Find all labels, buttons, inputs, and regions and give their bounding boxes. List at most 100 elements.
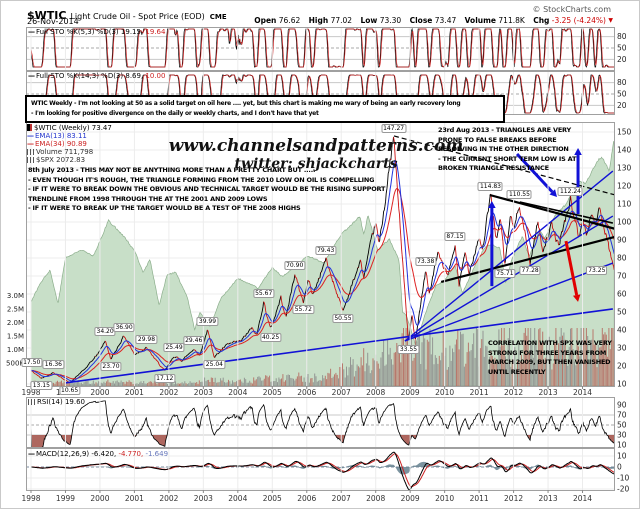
svg-text:-20: -20 (617, 485, 629, 494)
source-credit[interactable]: © StockCharts.com (532, 5, 611, 14)
svg-text:2011: 2011 (470, 494, 489, 503)
svg-text:10: 10 (617, 441, 627, 450)
volume-label: Volume (464, 16, 497, 25)
open-label: Open (254, 16, 277, 25)
chg-value: -3.25 (-4.24%) (551, 16, 606, 25)
close-label: Close (409, 16, 433, 25)
svg-text:1.0M: 1.0M (7, 346, 24, 354)
legend-spx: $SPX 2072.83 (27, 156, 85, 164)
svg-text:2008: 2008 (366, 388, 385, 397)
ohlc-row: Open 76.62 High 77.02 Low 73.30 Close 73… (248, 16, 613, 25)
svg-text:2013: 2013 (539, 388, 558, 397)
price-label: 114.83 (477, 182, 503, 192)
svg-text:1999: 1999 (56, 494, 75, 503)
sto1-label: Full STO %K(5,3) %D(3) (36, 28, 119, 36)
sto2-label-row: —Full STO %K(14,3) %D(3) 8.69, 10.00 (28, 72, 165, 80)
svg-text:90: 90 (617, 236, 627, 245)
svg-text:3.0M: 3.0M (7, 292, 24, 300)
svg-text:2011: 2011 (470, 388, 489, 397)
candlestick-icon (27, 124, 32, 131)
macd-label: MACD(12,26,9) (36, 450, 90, 458)
sto2-k-value: 8.69, (125, 72, 144, 80)
sto2-d-value: 10.00 (145, 72, 166, 80)
volume-value: 711.8K (498, 16, 525, 25)
legend-wtic: $WTIC (Weekly) 73.47 (27, 124, 112, 132)
legend-ema34: —EMA(34) 90.89 (27, 140, 87, 148)
svg-text:2004: 2004 (228, 494, 247, 503)
price-label: 40.25 (259, 332, 282, 342)
svg-text:50: 50 (617, 421, 627, 430)
price-label: 79.43 (315, 246, 337, 256)
svg-text:2000: 2000 (90, 494, 109, 503)
legend-spx-label: $SPX 2072.83 (36, 156, 86, 164)
svg-text:70: 70 (617, 272, 627, 281)
annotation-correlation: CORRELATION WITH SPX WAS VERY STRONG FOR… (488, 339, 612, 376)
svg-text:2005: 2005 (263, 494, 282, 503)
svg-text:2014: 2014 (573, 494, 592, 503)
svg-text:2012: 2012 (504, 494, 523, 503)
sto1-d-value: 19.64 (145, 28, 166, 36)
legend-ema13-label: EMA(13) 83.11 (35, 132, 87, 140)
svg-text:70: 70 (617, 411, 627, 420)
watermark-twitter: twitter: shjackcharts (234, 156, 398, 172)
price-label: 55.67 (253, 288, 275, 298)
price-label: 75.71 (494, 268, 516, 278)
low-label: Low (360, 16, 378, 25)
annotation-aug2013: 23rd Aug 2013 - TRIANGLES ARE VERY PRONE… (438, 126, 577, 173)
legend-volume: Volume 711,798 (27, 148, 93, 156)
svg-text:2013: 2013 (539, 494, 558, 503)
price-label: 73.25 (586, 266, 608, 276)
svg-text:140: 140 (617, 146, 632, 155)
svg-text:2009: 2009 (401, 388, 420, 397)
histogram-icon (27, 149, 34, 155)
sto1-k-value: 19.15, (120, 28, 144, 36)
line-swatch-icon: — (28, 28, 35, 36)
price-label: 73.38 (415, 256, 437, 266)
svg-text:2012: 2012 (504, 388, 523, 397)
sto2-label: Full STO %K(14,3) %D(3) (36, 72, 124, 80)
price-label: 36.90 (113, 322, 135, 332)
svg-text:2001: 2001 (125, 494, 144, 503)
price-label: 25.04 (203, 359, 225, 369)
svg-text:80: 80 (617, 78, 627, 87)
svg-text:110: 110 (617, 200, 632, 209)
price-label: 29.98 (135, 335, 158, 345)
price-label: 34.20 (94, 327, 116, 337)
svg-text:90: 90 (617, 401, 627, 410)
svg-text:30: 30 (617, 344, 627, 353)
legend-ema13: —EMA(13) 83.11 (27, 132, 87, 140)
high-value: 77.02 (330, 16, 353, 25)
svg-text:2001: 2001 (125, 388, 144, 397)
svg-text:2002: 2002 (159, 494, 178, 503)
ticker-symbol: $WTIC (27, 9, 67, 22)
svg-text:2006: 2006 (297, 388, 316, 397)
macd-label-row: —MACD(12,26,9) -6.420, -4.770, -1.649 (28, 450, 168, 458)
price-label: 55.72 (292, 304, 314, 314)
price-label: 147.27 (381, 124, 407, 133)
svg-text:2003: 2003 (194, 494, 213, 503)
annotation-july2013: 8th July 2013 - THIS MAY NOT BE ANYTHING… (28, 166, 386, 213)
svg-text:0: 0 (617, 463, 622, 472)
line-swatch-icon: — (27, 132, 34, 140)
close-value: 73.47 (434, 16, 457, 25)
price-label: 112.24 (557, 186, 583, 196)
price-label: 87.15 (444, 232, 466, 242)
rsi-label-row: RSI(14) 19.60 (28, 398, 85, 406)
price-label: 29.46 (183, 335, 205, 345)
histogram-icon (27, 157, 34, 163)
svg-text:50: 50 (617, 44, 627, 53)
svg-text:2009: 2009 (401, 494, 420, 503)
price-label: 25.49 (163, 343, 185, 353)
svg-text:80: 80 (617, 254, 627, 263)
svg-text:2005: 2005 (263, 388, 282, 397)
svg-text:-10: -10 (617, 474, 629, 483)
watermark-site: www.channelsandpatterns.com (168, 136, 464, 156)
chg-down-icon[interactable]: ▼ (608, 17, 613, 24)
legend-volume-label: Volume 711,798 (36, 148, 94, 156)
line-swatch-icon: — (28, 72, 35, 80)
sto1-label-row: —Full STO %K(5,3) %D(3) 19.15, 19.64 (28, 28, 165, 36)
chg-label: Chg (533, 16, 550, 25)
svg-text:2008: 2008 (366, 494, 385, 503)
